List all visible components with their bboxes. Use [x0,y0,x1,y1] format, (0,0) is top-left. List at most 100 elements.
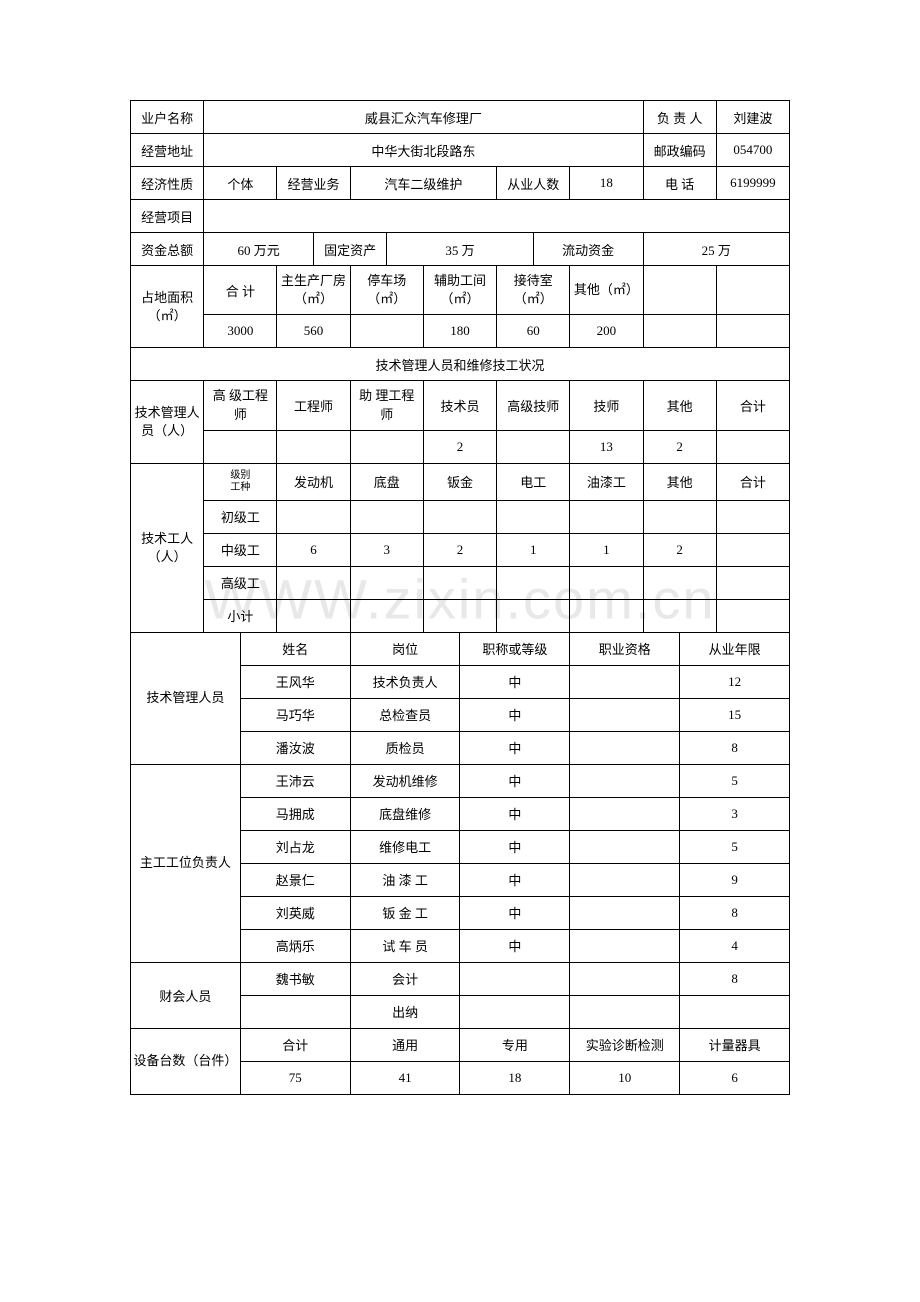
label-subtotal: 小计 [204,599,277,632]
value-int-sheetmetal: 2 [423,533,496,566]
person-name: 高炳乐 [240,929,350,962]
value-area-main: 560 [277,315,350,348]
person-level: 中 [460,830,570,863]
value-phone: 6199999 [716,167,789,200]
person-years: 9 [680,863,790,896]
label-name: 姓名 [240,632,350,665]
person-name: 王沛云 [240,764,350,797]
person-qual [570,698,680,731]
empty-cell [643,266,716,315]
label-senior-engineer: 高 级工程师 [204,381,277,430]
person-position: 钣 金 工 [350,896,460,929]
person-level [460,995,570,1028]
empty-cell [643,566,716,599]
label-aux-workshop: 辅助工间（㎡） [423,266,496,315]
person-years: 5 [680,830,790,863]
label-employee-count: 从业人数 [497,167,570,200]
value-int-chassis: 3 [350,533,423,566]
label-equip-count: 设备台数（台件） [131,1028,241,1094]
main-table: 业户名称 威县汇众汽车修理厂 负 责 人 刘建波 经营地址 中华大街北段路东 邮… [130,100,790,1095]
person-position: 发动机维修 [350,764,460,797]
person-position: 底盘维修 [350,797,460,830]
label-total-sum: 合计 [716,463,789,500]
person-position: 技术负责人 [350,665,460,698]
label-assistant-engineer: 助 理工程师 [350,381,423,430]
label-total-sum: 合计 [716,381,789,430]
person-name: 赵景仁 [240,863,350,896]
person-name: 马巧华 [240,698,350,731]
empty-cell [716,566,789,599]
label-main-workshop: 主生产厂房（㎡） [277,266,350,315]
value-area-total: 3000 [204,315,277,348]
label-business-items: 经营项目 [131,200,204,233]
label-tech-mgmt-personnel: 技术管理人员 [131,632,241,764]
person-name: 刘英威 [240,896,350,929]
label-title-level: 职称或等级 [460,632,570,665]
empty-cell [716,266,789,315]
empty-cell [643,599,716,632]
empty-cell [716,599,789,632]
empty-cell [423,599,496,632]
value-equip-special: 18 [460,1061,570,1094]
value-equip-general: 41 [350,1061,460,1094]
person-years: 15 [680,698,790,731]
empty-cell [423,566,496,599]
empty-cell [497,566,570,599]
label-level-type: 级别 工种 [204,463,277,500]
label-liquid-funds: 流动资金 [533,233,643,266]
label-equip-general: 通用 [350,1028,460,1061]
person-qual [570,929,680,962]
label-equip-measuring: 计量器具 [680,1028,790,1061]
label-tech-mgmt: 技术管理人员（人） [131,381,204,463]
value-tech-master: 13 [570,430,643,463]
person-years: 3 [680,797,790,830]
person-level: 中 [460,863,570,896]
label-area-other: 其他（㎡） [570,266,643,315]
label-main-pos-leader: 主工工位负责人 [131,764,241,962]
person-qual [570,731,680,764]
empty-cell [643,500,716,533]
empty-cell [350,566,423,599]
label-area-total: 合 计 [204,266,277,315]
label-junior: 初级工 [204,500,277,533]
label-equip-total: 合计 [240,1028,350,1061]
person-qual [570,863,680,896]
label-senior-worker: 高级工 [204,566,277,599]
label-other: 其他 [643,381,716,430]
person-level: 中 [460,698,570,731]
person-qual [570,665,680,698]
person-qual [570,995,680,1028]
empty-cell [716,315,789,348]
person-level: 中 [460,797,570,830]
value-assistant-engineer [350,430,423,463]
label-engine: 发动机 [277,463,350,500]
empty-cell [716,533,789,566]
value-int-other: 2 [643,533,716,566]
label-postcode: 邮政编码 [643,134,716,167]
value-postcode: 054700 [716,134,789,167]
value-int-painter: 1 [570,533,643,566]
empty-cell [277,500,350,533]
label-business-scope: 经营业务 [277,167,350,200]
value-area-aux: 180 [423,315,496,348]
value-technician: 2 [423,430,496,463]
empty-cell [497,500,570,533]
empty-cell [277,566,350,599]
value-int-engine: 6 [277,533,350,566]
label-engineer: 工程师 [277,381,350,430]
label-other: 其他 [643,463,716,500]
person-position: 总检查员 [350,698,460,731]
section-tech-header: 技术管理人员和维修技工状况 [131,348,790,381]
person-position: 试 车 员 [350,929,460,962]
label-qualification: 职业资格 [570,632,680,665]
value-total-sum [716,430,789,463]
person-level: 中 [460,731,570,764]
value-equip-diagnostic: 10 [570,1061,680,1094]
value-equip-total: 75 [240,1061,350,1094]
person-position: 质检员 [350,731,460,764]
person-level: 中 [460,929,570,962]
person-qual [570,830,680,863]
person-level: 中 [460,896,570,929]
value-fixed-assets: 35 万 [387,233,533,266]
person-name: 魏书敏 [240,962,350,995]
